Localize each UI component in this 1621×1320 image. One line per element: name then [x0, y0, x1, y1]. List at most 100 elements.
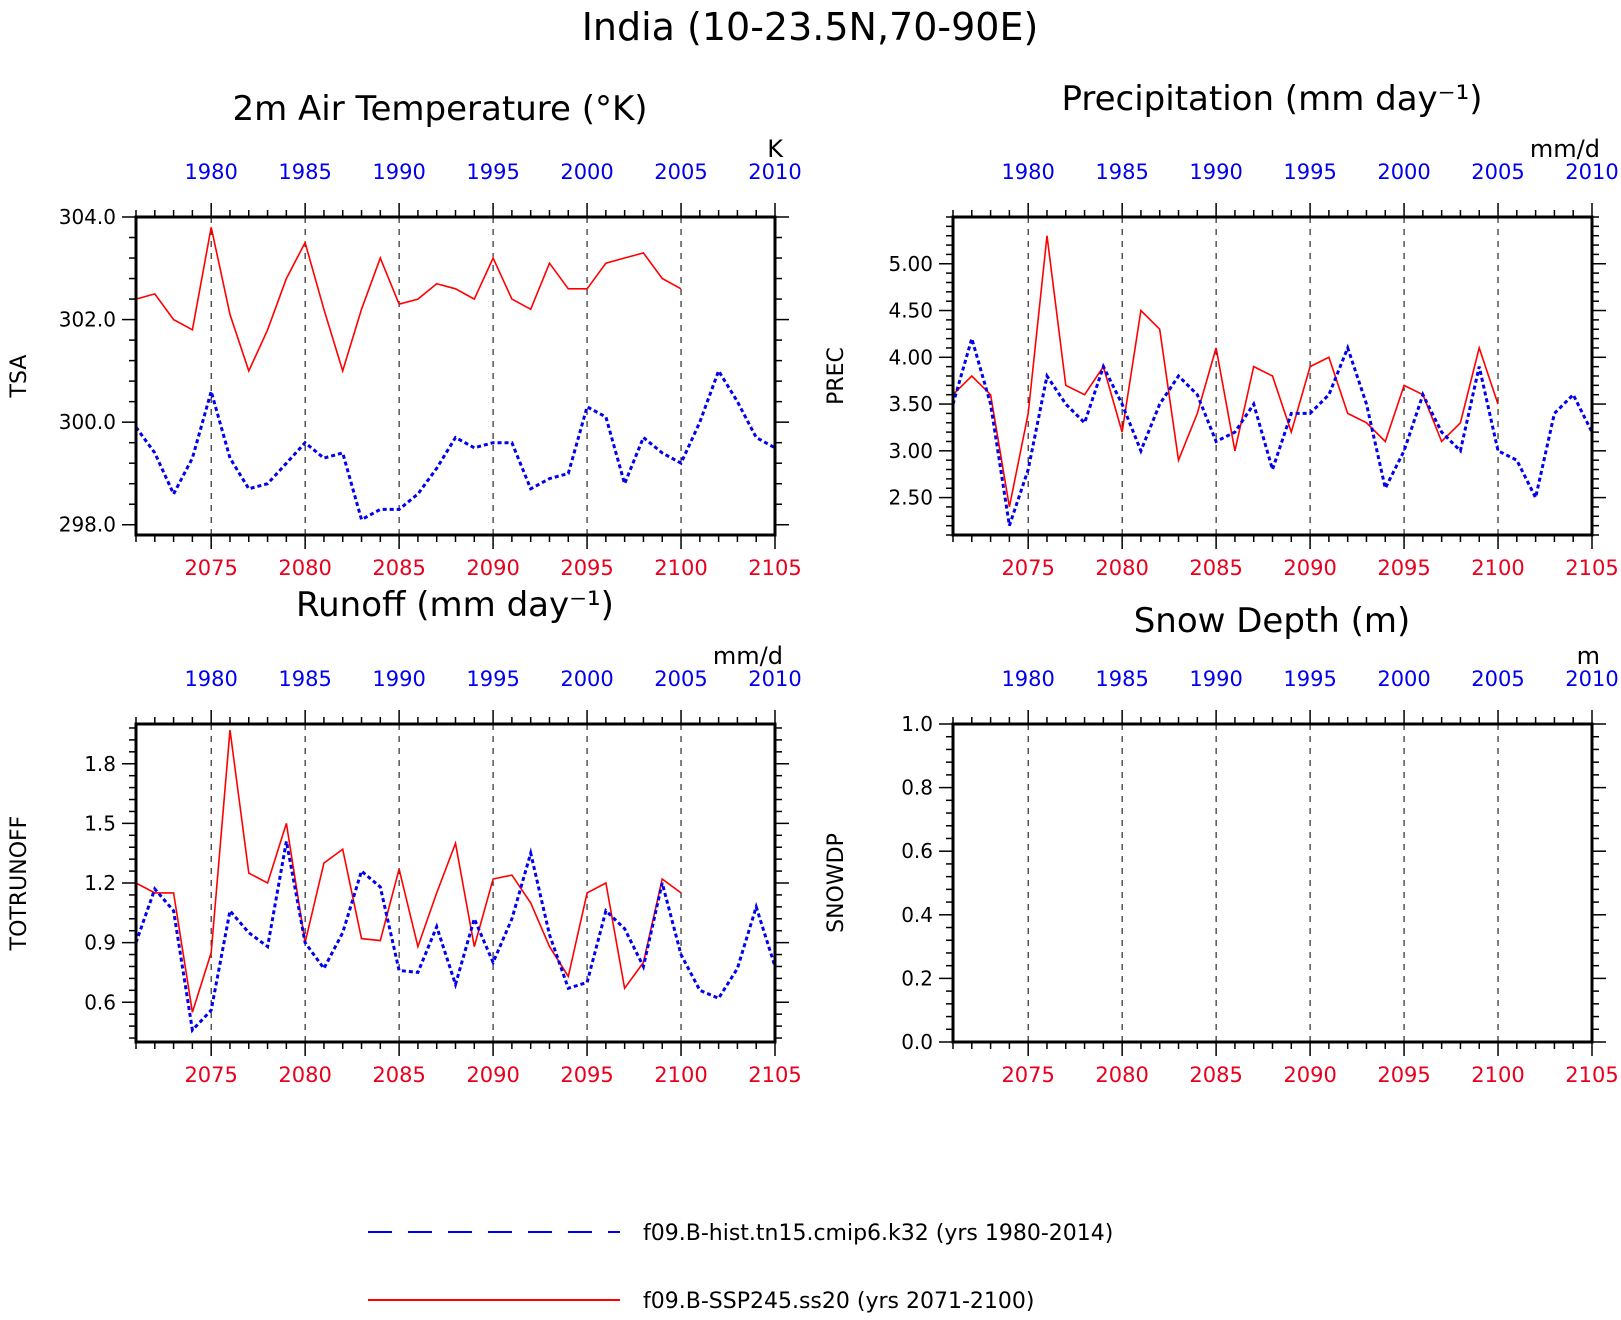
x-tick-label-bottom: 2075 [184, 1063, 237, 1087]
y-axis-label: TSA [7, 355, 32, 399]
y-tick-label: 304.0 [59, 205, 116, 229]
y-tick-label: 0.8 [901, 776, 933, 800]
chart-panel-prec: Precipitation (mm day⁻¹) mm/d PREC 2075 2080… [824, 79, 1619, 580]
y-tick-label: 4.00 [888, 345, 933, 369]
x-tick-label-top: 1985 [278, 667, 331, 691]
x-tick-label-bottom: 2105 [748, 1063, 801, 1087]
y-tick-label: 3.50 [888, 392, 933, 416]
series-line-hist [134, 367, 776, 522]
y-tick-label: 0.6 [84, 990, 116, 1014]
series-line-hist [951, 333, 1594, 527]
x-tick-label-top: 2000 [560, 160, 613, 184]
x-tick-label-bottom: 2075 [184, 556, 237, 580]
figure-title: India (10-23.5N,70-90E) [582, 5, 1039, 49]
x-tick-label-bottom: 2105 [1565, 556, 1618, 580]
x-tick-label-top: 1990 [372, 667, 425, 691]
chart-panel-tsa: 2m Air Temperature (°K) K TSA 2075 2080 2085 2… [7, 89, 802, 580]
plot-frame [134, 215, 777, 537]
x-tick-label-bottom: 2090 [1283, 1063, 1336, 1087]
x-tick-label-bottom: 2100 [654, 556, 707, 580]
y-axis-label: SNOWDP [824, 833, 849, 933]
unit-label: mm/d [1530, 135, 1600, 163]
x-tick-label-bottom: 2090 [1283, 556, 1336, 580]
x-tick-label-top: 1990 [1189, 160, 1242, 184]
x-tick-label-bottom: 2075 [1001, 556, 1054, 580]
x-tick-label-top: 2005 [654, 667, 707, 691]
x-tick-label-top: 2000 [1377, 160, 1430, 184]
plot-frame [951, 215, 1594, 537]
chart-panels: 2m Air Temperature (°K) K TSA 2075 2080 2085 2… [7, 79, 1619, 1087]
plot-frame [951, 722, 1594, 1044]
y-tick-label: 300.0 [59, 410, 116, 434]
series-line-hist [134, 841, 777, 1034]
x-tick-label-bottom: 2090 [466, 556, 519, 580]
x-tick-label-bottom: 2095 [1377, 556, 1430, 580]
x-tick-label-top: 1985 [1095, 160, 1148, 184]
y-tick-label: 298.0 [59, 513, 116, 537]
x-tick-label-bottom: 2105 [1565, 1063, 1618, 1087]
x-tick-label-top: 1980 [184, 160, 237, 184]
x-tick-label-bottom: 2090 [466, 1063, 519, 1087]
chart-title: 2m Air Temperature (°K) [232, 89, 647, 129]
x-tick-label-top: 1995 [1283, 667, 1336, 691]
y-tick-label: 0.6 [901, 839, 933, 863]
x-tick-label-bottom: 2095 [560, 1063, 613, 1087]
x-tick-label-bottom: 2080 [278, 556, 331, 580]
y-tick-label: 2.50 [888, 486, 933, 510]
y-tick-label: 0.0 [901, 1030, 933, 1054]
y-tick-label: 302.0 [59, 308, 116, 332]
unit-label: mm/d [713, 642, 783, 670]
x-tick-label-bottom: 2085 [372, 1063, 425, 1087]
x-tick-label-bottom: 2080 [278, 1063, 331, 1087]
x-tick-label-bottom: 2085 [1189, 556, 1242, 580]
x-tick-label-top: 2005 [1471, 667, 1524, 691]
y-axis-label: TOTRUNOFF [7, 816, 32, 952]
x-tick-label-top: 2010 [1565, 667, 1618, 691]
x-tick-label-bottom: 2100 [654, 1063, 707, 1087]
x-tick-label-top: 1990 [372, 160, 425, 184]
x-tick-label-top: 1980 [184, 667, 237, 691]
x-tick-label-top: 2010 [1565, 160, 1618, 184]
y-tick-label: 5.00 [888, 252, 933, 276]
x-tick-label-top: 1995 [466, 160, 519, 184]
x-tick-label-top: 1980 [1001, 160, 1054, 184]
x-tick-label-top: 1985 [278, 160, 331, 184]
x-tick-label-bottom: 2085 [372, 556, 425, 580]
x-tick-label-top: 1990 [1189, 667, 1242, 691]
y-axis-label: PREC [824, 347, 849, 405]
x-tick-label-bottom: 2095 [560, 556, 613, 580]
x-tick-label-top: 2000 [1377, 667, 1430, 691]
x-tick-label-bottom: 2080 [1095, 556, 1148, 580]
x-tick-label-bottom: 2100 [1471, 1063, 1524, 1087]
series-line-ssp [952, 235, 1499, 508]
legend-ssp-label: f09.B-SSP245.ss20 (yrs 2071-2100) [643, 1289, 1034, 1314]
y-tick-label: 3.00 [888, 439, 933, 463]
x-tick-label-top: 1995 [1283, 160, 1336, 184]
chart-panel-snowdp: Snow Depth (m) m SNOWDP 2075 2080 2085 2090 209… [824, 601, 1619, 1087]
y-tick-label: 1.8 [84, 752, 116, 776]
chart-title: Precipitation (mm day⁻¹) [1061, 79, 1482, 119]
y-tick-label: 4.50 [888, 299, 933, 323]
unit-label: K [767, 135, 784, 163]
chart-title: Snow Depth (m) [1134, 601, 1411, 641]
x-tick-label-bottom: 2095 [1377, 1063, 1430, 1087]
y-tick-label: 0.9 [84, 931, 116, 955]
chart-panel-runoff: Runoff (mm day⁻¹) mm/d TOTRUNOFF 2075 2080 20… [7, 585, 802, 1087]
y-tick-label: 1.5 [84, 811, 116, 835]
series-line-ssp [135, 729, 682, 1013]
y-tick-label: 0.2 [901, 966, 933, 990]
x-tick-label-top: 1995 [466, 667, 519, 691]
x-tick-label-bottom: 2075 [1001, 1063, 1054, 1087]
x-tick-label-bottom: 2085 [1189, 1063, 1242, 1087]
plot-frame [134, 722, 777, 1044]
x-tick-label-top: 1980 [1001, 667, 1054, 691]
x-tick-label-bottom: 2100 [1471, 556, 1524, 580]
x-tick-label-top: 2005 [654, 160, 707, 184]
chart-title: Runoff (mm day⁻¹) [296, 585, 614, 625]
x-tick-label-top: 2000 [560, 667, 613, 691]
x-tick-label-top: 2010 [748, 667, 801, 691]
x-tick-label-top: 2005 [1471, 160, 1524, 184]
legend: f09.B-hist.tn15.cmip6.k32 (yrs 1980-2014… [368, 1221, 1113, 1314]
y-tick-label: 1.0 [901, 712, 933, 736]
